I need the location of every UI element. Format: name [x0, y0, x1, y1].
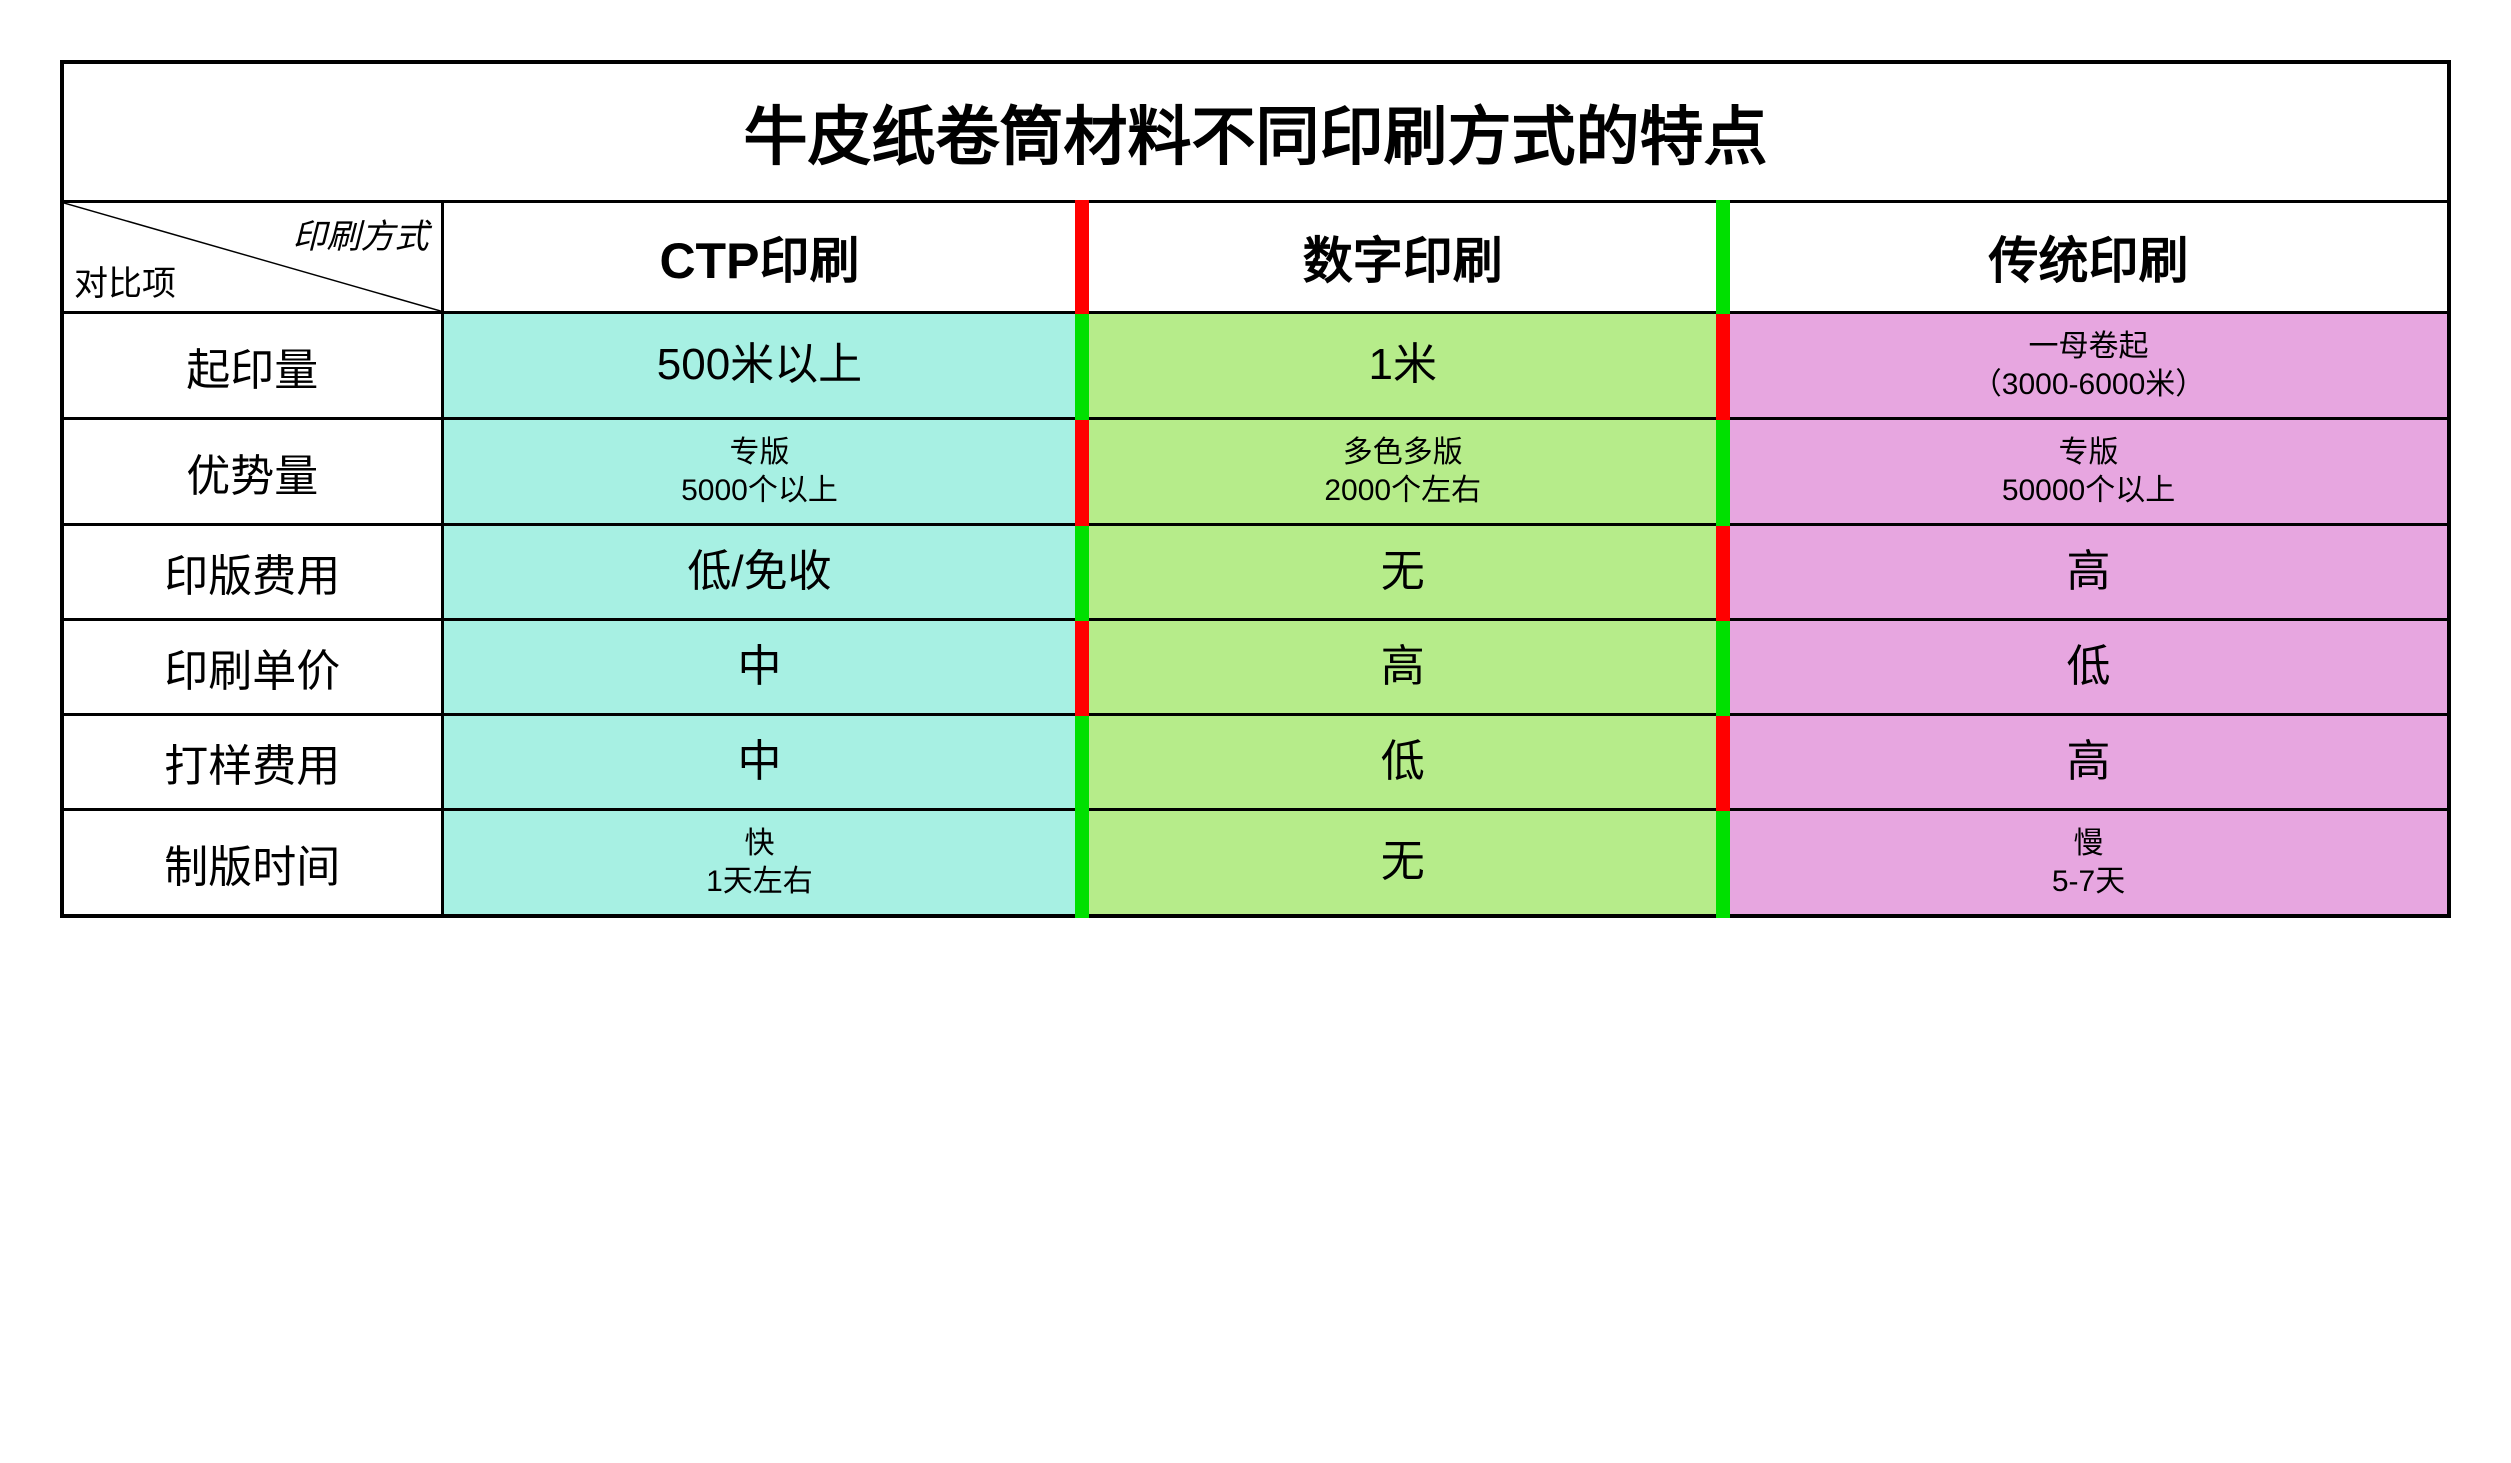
table-row: 起印量500米以上1米一母卷起（3000-6000米）	[62, 313, 2449, 419]
column-header-ctp: CTP印刷	[442, 202, 1082, 313]
table-cell: 无	[1082, 810, 1723, 917]
table-cell: 专版50000个以上	[1723, 419, 2449, 525]
header-row: 印刷方式 对比项 CTP印刷 数字印刷 传统印刷	[62, 202, 2449, 313]
row-header: 打样费用	[62, 715, 442, 810]
cell-text: 中	[444, 641, 1076, 694]
table-row: 印刷单价中高低	[62, 620, 2449, 715]
cell-text: 一母卷起（3000-6000米）	[1730, 328, 2447, 403]
table-cell: 低	[1082, 715, 1723, 810]
corner-top-label: 印刷方式	[293, 209, 429, 258]
row-header: 制版时间	[62, 810, 442, 917]
cell-text: 低/免收	[444, 546, 1076, 599]
cell-text: 低	[1730, 641, 2447, 694]
table-row: 优势量专版5000个以上多色多版2000个左右专版50000个以上	[62, 419, 2449, 525]
row-header: 印版费用	[62, 525, 442, 620]
row-header: 起印量	[62, 313, 442, 419]
table-cell: 高	[1723, 715, 2449, 810]
table-cell: 中	[442, 715, 1082, 810]
table-cell: 一母卷起（3000-6000米）	[1723, 313, 2449, 419]
cell-text: 无	[1089, 546, 1716, 599]
table-cell: 1米	[1082, 313, 1723, 419]
table-body: 起印量500米以上1米一母卷起（3000-6000米）优势量专版5000个以上多…	[62, 313, 2449, 917]
cell-text: 快1天左右	[444, 825, 1076, 900]
cell-text: 中	[444, 736, 1076, 789]
cell-text: 高	[1730, 736, 2447, 789]
cell-text: 慢5-7天	[1730, 825, 2447, 900]
table-cell: 低	[1723, 620, 2449, 715]
row-header: 优势量	[62, 419, 442, 525]
table-row: 打样费用中低高	[62, 715, 2449, 810]
table-cell: 专版5000个以上	[442, 419, 1082, 525]
table-cell: 快1天左右	[442, 810, 1082, 917]
cell-text: 专版5000个以上	[444, 434, 1076, 509]
cell-text: 多色多版2000个左右	[1089, 434, 1716, 509]
table-row: 制版时间快1天左右无慢5-7天	[62, 810, 2449, 917]
row-header: 印刷单价	[62, 620, 442, 715]
cell-text: 高	[1730, 546, 2447, 599]
cell-text: 专版50000个以上	[1730, 434, 2447, 509]
table-cell: 高	[1082, 620, 1723, 715]
cell-text: 高	[1089, 641, 1716, 694]
table-cell: 中	[442, 620, 1082, 715]
table-cell: 500米以上	[442, 313, 1082, 419]
cell-text: 无	[1089, 836, 1716, 889]
cell-text: 1米	[1089, 339, 1716, 392]
column-header-digital: 数字印刷	[1082, 202, 1723, 313]
corner-cell: 印刷方式 对比项	[62, 202, 442, 313]
table-cell: 慢5-7天	[1723, 810, 2449, 917]
table-cell: 多色多版2000个左右	[1082, 419, 1723, 525]
column-header-traditional: 传统印刷	[1723, 202, 2449, 313]
corner-bottom-label: 对比项	[74, 256, 176, 305]
table-cell: 无	[1082, 525, 1723, 620]
table-cell: 低/免收	[442, 525, 1082, 620]
table-row: 印版费用低/免收无高	[62, 525, 2449, 620]
table-title: 牛皮纸卷筒材料不同印刷方式的特点	[62, 62, 2449, 202]
table: 牛皮纸卷筒材料不同印刷方式的特点 印刷方式 对比项 CTP印刷 数字印刷 传统印…	[60, 60, 2451, 918]
comparison-table: 牛皮纸卷筒材料不同印刷方式的特点 印刷方式 对比项 CTP印刷 数字印刷 传统印…	[60, 60, 2451, 918]
cell-text: 500米以上	[444, 339, 1076, 392]
table-cell: 高	[1723, 525, 2449, 620]
cell-text: 低	[1089, 736, 1716, 789]
